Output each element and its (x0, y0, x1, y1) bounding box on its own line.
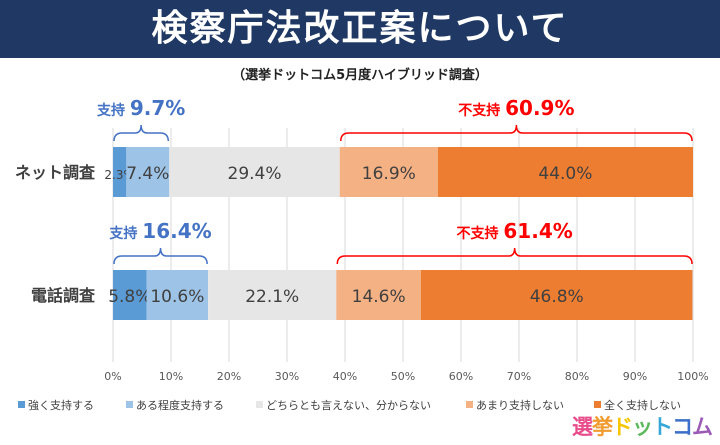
bar-segment (208, 270, 337, 320)
annotation-label: 支持 9.7% (96, 96, 185, 120)
x-tick-label: 40% (333, 370, 357, 383)
legend-label: あまり支持しない (476, 398, 564, 412)
bar-segment (339, 147, 438, 197)
data-label: 16.9% (362, 164, 416, 184)
subtitle: （選挙ドットコム5月度ハイブリッド調査） (232, 68, 488, 83)
page-title: 検察庁法改正案について (0, 0, 720, 58)
annotation-label: 支持 16.4% (108, 219, 211, 243)
x-tick-label: 20% (217, 370, 241, 383)
legend-label: 強く支持する (28, 398, 94, 412)
bar-segment (420, 270, 693, 320)
legend-swatch (18, 401, 25, 408)
bar-segment (113, 147, 127, 197)
legend-swatch (594, 401, 601, 408)
x-tick-label: 50% (391, 370, 415, 383)
legend-swatch (256, 401, 263, 408)
bar-segment (126, 147, 170, 197)
x-tick-label: 60% (449, 370, 473, 383)
x-tick-label: 80% (565, 370, 589, 383)
bar-segment (113, 270, 147, 320)
bracket (113, 247, 208, 265)
annotation-label: 不支持 60.9% (458, 96, 574, 120)
x-tick-label: 70% (507, 370, 531, 383)
data-label: 14.6% (352, 287, 406, 307)
data-label: 10.6% (150, 287, 204, 307)
x-tick-label: 0% (104, 370, 121, 383)
legend-label: 全く支持しない (604, 398, 681, 412)
bar-segment (437, 147, 693, 197)
bar-segment (336, 270, 421, 320)
data-label: 7.4% (126, 164, 169, 184)
x-tick-label: 10% (159, 370, 183, 383)
data-label: 5.8% (108, 287, 151, 307)
logo: 選挙ドットコム (572, 415, 713, 439)
data-label: 22.1% (245, 287, 299, 307)
category-label: 電話調査 (31, 286, 95, 305)
x-tick-label: 100% (677, 370, 708, 383)
data-label: 46.8% (530, 287, 584, 307)
category-label: ネット調査 (15, 163, 95, 182)
data-label: 29.4% (228, 164, 282, 184)
bracket (340, 124, 693, 142)
data-label: 44.0% (538, 164, 592, 184)
bar-segment (146, 270, 209, 320)
x-tick-label: 90% (623, 370, 647, 383)
legend-label: どちらとも言えない、分からない (266, 399, 431, 412)
bracket (336, 247, 693, 265)
legend-swatch (466, 401, 473, 408)
x-tick-label: 30% (275, 370, 299, 383)
legend-swatch (126, 401, 133, 408)
bracket (113, 124, 170, 142)
bar-segment (169, 147, 340, 197)
legend-label: ある程度支持する (136, 398, 224, 412)
annotation-label: 不支持 61.4% (457, 219, 573, 243)
